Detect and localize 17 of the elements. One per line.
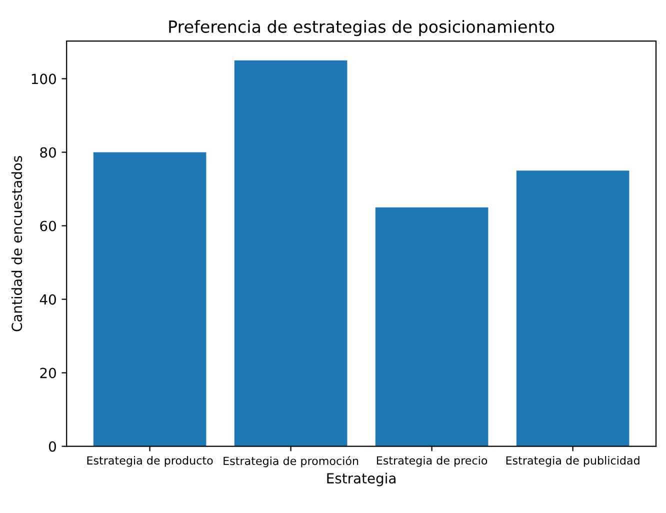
bar [93, 152, 206, 446]
x-tick-label: Estrategia de promoción [224, 456, 358, 468]
y-tick-label: 40 [40, 294, 56, 305]
bar [375, 207, 488, 446]
y-tick-label: 80 [40, 147, 56, 158]
bar [234, 60, 348, 446]
x-tick-label: Estrategia de producto [87, 456, 213, 467]
y-tick-label: 100 [32, 74, 56, 84]
y-tick-label: 20 [40, 368, 56, 378]
chart-title: Preferencia de estrategias de posicionamiento [169, 20, 554, 36]
y-tick-label: 0 [48, 441, 56, 452]
y-tick-label: 60 [40, 220, 56, 232]
bar [516, 170, 630, 446]
x-axis-title: Estrategia [327, 472, 396, 486]
x-tick-label: Estrategia de publicidad [506, 456, 640, 467]
y-axis-title: Cantidad de encuestados [11, 156, 22, 332]
x-tick-label: Estrategia de precio [376, 456, 488, 467]
